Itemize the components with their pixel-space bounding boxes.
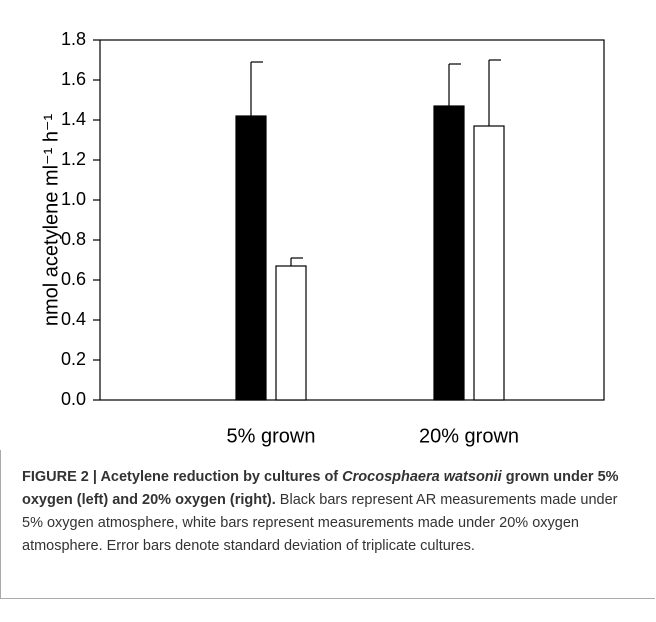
- y-tick-label: 0.8: [61, 229, 86, 249]
- y-tick-label: 1.2: [61, 149, 86, 169]
- caption-frame: [0, 450, 655, 599]
- bar: [235, 115, 267, 401]
- bar: [473, 125, 505, 401]
- y-tick-label: 0.4: [61, 309, 86, 329]
- y-tick-label: 0.0: [61, 389, 86, 409]
- y-tick-label: 1.0: [61, 189, 86, 209]
- error-bar: [290, 257, 303, 266]
- chart: nmol acetylene ml⁻¹ h⁻¹ 0.0 0.2 0.4 0.6 0.8 1…: [40, 29, 605, 447]
- error-bar: [448, 63, 461, 106]
- bar: [275, 265, 307, 401]
- caption-species: Crocosphaera watsonii: [342, 469, 502, 485]
- x-tick-label: 20% grown: [419, 425, 519, 447]
- caption-title: grown under 5% oxygen (left) and 20% oxy…: [22, 469, 619, 508]
- y-tick-label: 1.8: [61, 29, 86, 49]
- y-tick-label: 1.6: [61, 69, 86, 89]
- y-axis-label: nmol acetylene ml⁻¹ h⁻¹: [40, 114, 62, 327]
- plot-frame: [99, 39, 605, 401]
- error-bar: [488, 59, 501, 126]
- y-tick-label: 1.4: [61, 109, 86, 129]
- bar: [433, 105, 465, 401]
- x-tick-label: 5% grown: [227, 425, 316, 447]
- y-tick-label: 0.6: [61, 269, 86, 289]
- caption: FIGURE 2 | Acetylene reduction by cultur…: [22, 466, 634, 558]
- caption-label: FIGURE 2 | Acetylene reduction by cultur…: [22, 469, 343, 485]
- error-bar: [250, 61, 263, 116]
- caption-text: Black bars represent AR measurements mad…: [22, 492, 618, 554]
- y-tick-label: 0.2: [61, 349, 86, 369]
